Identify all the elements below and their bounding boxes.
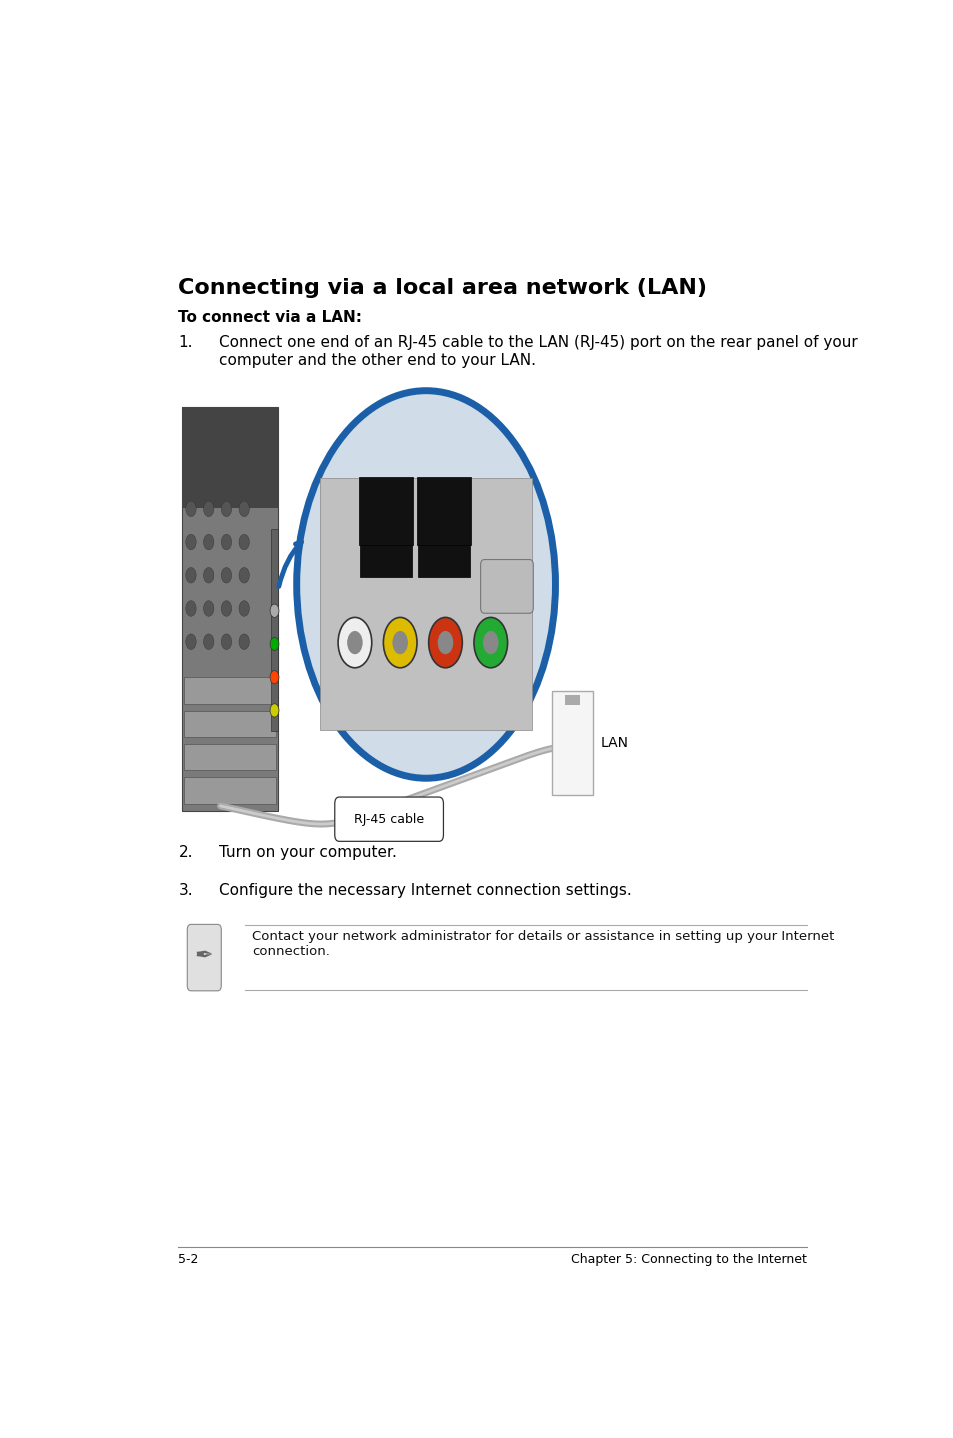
Text: 2.: 2. xyxy=(178,844,193,860)
Circle shape xyxy=(186,500,196,516)
FancyBboxPatch shape xyxy=(335,797,443,841)
FancyBboxPatch shape xyxy=(417,476,471,545)
Circle shape xyxy=(270,637,278,650)
Circle shape xyxy=(337,617,372,667)
FancyBboxPatch shape xyxy=(358,476,413,545)
Text: ✒: ✒ xyxy=(194,945,213,965)
Circle shape xyxy=(186,535,196,549)
Text: Connect one end of an RJ-45 cable to the LAN (RJ-45) port on the rear panel of y: Connect one end of an RJ-45 cable to the… xyxy=(219,335,857,368)
Circle shape xyxy=(186,634,196,650)
Circle shape xyxy=(239,500,249,516)
Circle shape xyxy=(221,568,232,582)
Text: LAN: LAN xyxy=(600,736,628,749)
FancyBboxPatch shape xyxy=(564,695,579,705)
FancyBboxPatch shape xyxy=(184,743,275,771)
Text: 5-2: 5-2 xyxy=(178,1254,198,1267)
FancyBboxPatch shape xyxy=(182,407,278,509)
FancyBboxPatch shape xyxy=(271,529,278,731)
Text: 1.: 1. xyxy=(178,335,193,351)
Circle shape xyxy=(203,568,213,582)
Circle shape xyxy=(482,631,498,654)
Circle shape xyxy=(383,617,416,667)
Circle shape xyxy=(203,500,213,516)
Circle shape xyxy=(203,634,213,650)
Text: To connect via a LAN:: To connect via a LAN: xyxy=(178,309,362,325)
Circle shape xyxy=(186,568,196,582)
Circle shape xyxy=(239,535,249,549)
Text: Chapter 5: Connecting to the Internet: Chapter 5: Connecting to the Internet xyxy=(571,1254,806,1267)
Circle shape xyxy=(347,631,362,654)
Circle shape xyxy=(203,601,213,617)
FancyBboxPatch shape xyxy=(187,925,221,991)
FancyBboxPatch shape xyxy=(359,545,412,577)
Circle shape xyxy=(428,617,462,667)
FancyBboxPatch shape xyxy=(184,677,275,705)
FancyBboxPatch shape xyxy=(184,777,275,804)
Circle shape xyxy=(221,535,232,549)
Text: RJ-45 cable: RJ-45 cable xyxy=(354,812,424,825)
Text: Connecting via a local area network (LAN): Connecting via a local area network (LAN… xyxy=(178,278,707,298)
Circle shape xyxy=(186,601,196,617)
Text: Configure the necessary Internet connection settings.: Configure the necessary Internet connect… xyxy=(219,883,631,899)
FancyBboxPatch shape xyxy=(178,374,606,828)
Circle shape xyxy=(221,601,232,617)
Circle shape xyxy=(221,634,232,650)
FancyBboxPatch shape xyxy=(480,559,533,613)
Circle shape xyxy=(221,500,232,516)
FancyBboxPatch shape xyxy=(319,477,532,731)
Circle shape xyxy=(392,631,408,654)
Circle shape xyxy=(239,601,249,617)
FancyBboxPatch shape xyxy=(184,710,275,738)
Text: Contact your network administrator for details or assistance in setting up your : Contact your network administrator for d… xyxy=(252,930,834,958)
Circle shape xyxy=(239,568,249,582)
FancyBboxPatch shape xyxy=(551,690,593,795)
Circle shape xyxy=(474,617,507,667)
Text: 3.: 3. xyxy=(178,883,193,899)
Circle shape xyxy=(270,604,278,617)
Circle shape xyxy=(239,634,249,650)
Circle shape xyxy=(437,631,453,654)
Circle shape xyxy=(270,703,278,718)
FancyBboxPatch shape xyxy=(182,407,278,811)
Circle shape xyxy=(203,535,213,549)
FancyBboxPatch shape xyxy=(417,545,470,577)
Circle shape xyxy=(296,391,555,778)
Text: Turn on your computer.: Turn on your computer. xyxy=(219,844,396,860)
Circle shape xyxy=(270,670,278,684)
